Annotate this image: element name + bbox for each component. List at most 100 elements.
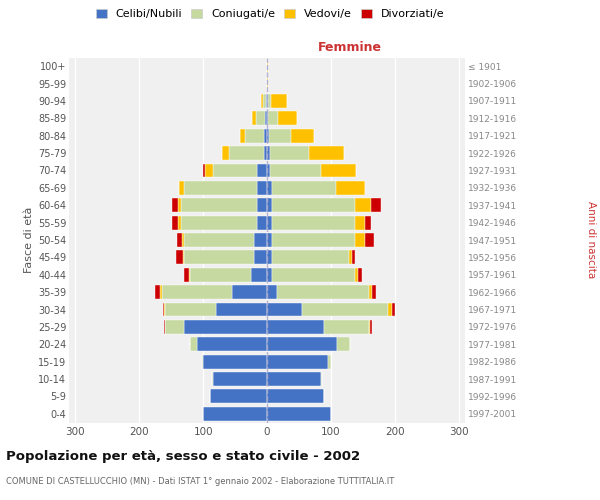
Bar	[165, 302, 216, 316]
Bar	[267, 129, 269, 142]
Bar	[370, 320, 372, 334]
Bar	[222, 146, 229, 160]
Bar	[267, 59, 268, 73]
Bar	[392, 302, 395, 316]
Bar	[179, 181, 184, 195]
Bar	[261, 94, 263, 108]
Bar	[257, 216, 267, 230]
Bar	[325, 320, 369, 334]
Bar	[270, 146, 308, 160]
Bar	[213, 372, 267, 386]
Bar	[355, 216, 365, 230]
Bar	[272, 250, 349, 264]
Bar	[267, 198, 272, 212]
Bar	[184, 233, 254, 247]
Bar	[240, 129, 245, 142]
Bar	[268, 94, 271, 108]
Bar	[365, 216, 371, 230]
Bar	[254, 233, 267, 247]
Bar	[190, 268, 251, 281]
Bar	[352, 250, 355, 264]
Bar	[358, 268, 362, 281]
Bar	[164, 302, 165, 316]
Bar	[265, 112, 267, 126]
Text: Femmine: Femmine	[318, 41, 382, 54]
Bar	[257, 198, 267, 212]
Bar	[267, 320, 325, 334]
Bar	[267, 302, 302, 316]
Bar	[184, 181, 257, 195]
Bar	[355, 198, 371, 212]
Bar	[203, 164, 205, 177]
Bar	[177, 233, 182, 247]
Text: Popolazione per età, sesso e stato civile - 2002: Popolazione per età, sesso e stato civil…	[6, 450, 360, 463]
Bar	[271, 94, 287, 108]
Bar	[254, 250, 267, 264]
Bar	[267, 407, 331, 421]
Bar	[202, 354, 203, 368]
Bar	[189, 268, 190, 281]
Bar	[163, 302, 164, 316]
Bar	[263, 94, 266, 108]
Bar	[172, 198, 178, 212]
Bar	[245, 129, 265, 142]
Bar	[321, 164, 356, 177]
Bar	[164, 320, 165, 334]
Bar	[178, 216, 181, 230]
Bar	[266, 94, 267, 108]
Y-axis label: Fasce di età: Fasce di età	[23, 207, 34, 273]
Bar	[267, 112, 268, 126]
Bar	[355, 268, 358, 281]
Bar	[203, 354, 267, 368]
Bar	[268, 112, 278, 126]
Bar	[267, 94, 268, 108]
Bar	[257, 181, 267, 195]
Bar	[184, 320, 267, 334]
Bar	[213, 164, 257, 177]
Bar	[184, 250, 254, 264]
Bar	[267, 76, 268, 90]
Bar	[176, 250, 182, 264]
Bar	[267, 146, 270, 160]
Bar	[267, 285, 277, 299]
Bar	[232, 285, 267, 299]
Bar	[203, 407, 267, 421]
Bar	[256, 112, 265, 126]
Bar	[229, 146, 264, 160]
Bar	[216, 302, 267, 316]
Bar	[178, 198, 181, 212]
Bar	[257, 164, 267, 177]
Bar	[373, 285, 376, 299]
Bar	[267, 250, 272, 264]
Bar	[267, 372, 321, 386]
Bar	[253, 112, 256, 126]
Bar	[355, 233, 365, 247]
Bar	[291, 129, 314, 142]
Bar	[267, 268, 272, 281]
Bar	[267, 338, 337, 351]
Bar	[209, 390, 267, 404]
Bar	[272, 198, 355, 212]
Legend: Celibi/Nubili, Coniugati/e, Vedovi/e, Divorziati/e: Celibi/Nubili, Coniugati/e, Vedovi/e, Di…	[92, 6, 448, 22]
Bar	[371, 198, 380, 212]
Bar	[182, 250, 184, 264]
Bar	[337, 338, 350, 351]
Bar	[328, 354, 331, 368]
Bar	[165, 320, 184, 334]
Bar	[336, 181, 365, 195]
Bar	[212, 372, 213, 386]
Bar	[267, 354, 328, 368]
Bar	[388, 302, 392, 316]
Bar	[267, 164, 270, 177]
Bar	[264, 146, 267, 160]
Bar	[302, 302, 388, 316]
Bar	[160, 285, 161, 299]
Bar	[181, 216, 257, 230]
Bar	[265, 129, 267, 142]
Bar	[272, 181, 336, 195]
Bar	[365, 233, 374, 247]
Bar	[308, 146, 344, 160]
Bar	[182, 233, 184, 247]
Bar	[369, 320, 370, 334]
Bar	[321, 372, 322, 386]
